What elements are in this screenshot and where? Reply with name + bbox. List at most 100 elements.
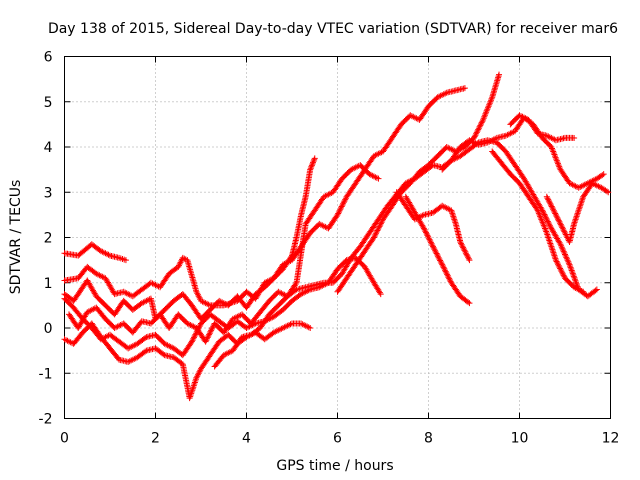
data-point-segment (166, 264, 180, 277)
data-point-segment (279, 257, 294, 268)
data-point-segment (284, 287, 299, 300)
data-point-segment (498, 159, 513, 176)
data-point (466, 300, 473, 307)
data-point-segment (102, 275, 117, 296)
data-point-segment (147, 295, 159, 321)
data-point-segment (270, 325, 285, 336)
data-point-segment (111, 299, 126, 318)
data-point-segment (257, 312, 272, 331)
data-point-segment (543, 230, 559, 262)
data-point-segment (243, 321, 258, 331)
data-point-segment (289, 292, 303, 304)
data-point-segment (334, 258, 349, 273)
data-point (593, 286, 600, 293)
data-point-segment (448, 207, 459, 226)
data-point-segment (334, 276, 349, 295)
data-point-segment (489, 148, 504, 165)
data-point-segment (434, 90, 449, 101)
data-point-segment (70, 285, 85, 304)
data-point-segment (452, 85, 467, 94)
data-point-segment (147, 279, 162, 290)
data-point-segment (539, 134, 554, 149)
data-point-segment (84, 263, 98, 276)
data-point-segment (512, 162, 527, 181)
data-point-segment (157, 311, 172, 330)
data-point-segment (521, 175, 536, 197)
y-tick-label: -2 (39, 412, 53, 428)
data-point-segment (430, 243, 445, 267)
data-point-segment (207, 311, 221, 324)
data-point-segment (252, 285, 267, 298)
data-point-segment (129, 287, 144, 300)
data-point-segment (357, 231, 372, 250)
data-point-segment (361, 263, 377, 285)
data-point-segment (107, 331, 121, 344)
x-tick-label: 12 (602, 431, 620, 447)
data-point-segment (566, 222, 577, 245)
data-point-segment (575, 181, 590, 191)
data-point (311, 155, 318, 162)
data-point-segment (70, 330, 85, 347)
data-point-segment (411, 209, 427, 230)
data-point-segment (402, 202, 417, 221)
data-point-segment (552, 257, 568, 280)
data-point-segment (152, 345, 167, 358)
data-point-segment (352, 168, 367, 187)
data-point-segment (188, 302, 204, 321)
series-track-1 (61, 241, 129, 264)
data-point-segment (393, 189, 408, 208)
data-point-segment (571, 284, 585, 294)
data-point-segment (516, 180, 531, 199)
data-point-segment (507, 171, 522, 186)
data-point-segment (302, 208, 317, 227)
data-point-segment (93, 270, 107, 281)
data-point-segment (366, 171, 380, 181)
data-point (122, 257, 129, 264)
y-tick-label: 3 (44, 185, 53, 201)
y-tick-label: 6 (44, 50, 53, 66)
series-track-12 (507, 112, 578, 144)
series-track-6 (61, 254, 384, 359)
data-point-segment (93, 293, 108, 308)
data-point-segment (311, 195, 326, 214)
data-point-segment (416, 104, 431, 123)
data-point-segment (348, 244, 363, 261)
data-point-segment (420, 225, 436, 249)
data-point-segment (571, 195, 586, 227)
data-point-segment (380, 136, 395, 155)
data-point-segment (266, 303, 281, 318)
data-point-segment (84, 277, 99, 298)
data-point-segment (202, 321, 217, 345)
data-point-segment (457, 293, 472, 306)
data-point-segment (380, 204, 395, 223)
data-point-segment (193, 288, 204, 303)
data-point-segment (107, 345, 122, 362)
data-point-segment (134, 335, 149, 347)
data-point-segment (466, 137, 480, 147)
data-point-segment (175, 256, 185, 270)
data-point-segment (370, 279, 383, 296)
data-point-segment (375, 204, 390, 223)
data-point-segment (93, 304, 108, 321)
series-track-2 (61, 155, 318, 309)
y-tick-label: 5 (44, 95, 53, 111)
data-point (571, 134, 578, 141)
data-point-segment (97, 248, 112, 258)
data-point-segment (279, 299, 294, 313)
data-point-segment (548, 144, 563, 172)
data-point-segment (425, 154, 440, 169)
data-point-segment (279, 321, 294, 331)
data-point-segment (179, 339, 194, 359)
data-point-segment (186, 376, 199, 402)
data-point (461, 85, 468, 92)
data-point-segment (370, 149, 385, 160)
data-point-segment (334, 195, 349, 218)
y-axis-title: SDTVAR / TECUs (8, 180, 24, 295)
data-point (377, 291, 384, 298)
data-point-segment (184, 257, 195, 278)
data-point-segment (407, 170, 422, 187)
data-point-segment (416, 163, 431, 175)
data-point-segment (407, 112, 421, 123)
data-point-segment (129, 319, 144, 336)
x-tick-label: 6 (333, 431, 342, 447)
